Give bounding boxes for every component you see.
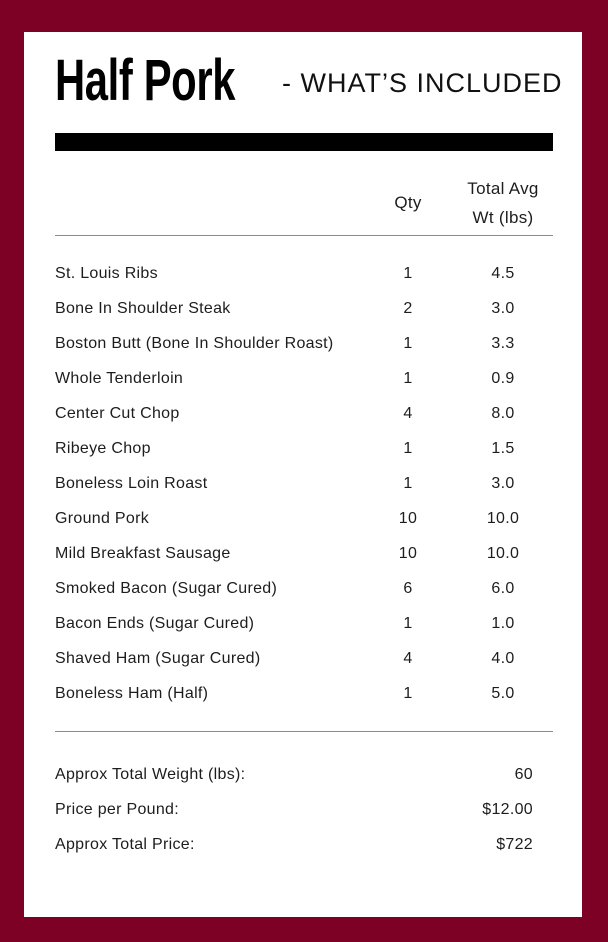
table-header: Qty Total Avg Wt (lbs) [55,170,553,236]
item-name: Bacon Ends (Sugar Cured) [55,614,255,632]
item-qty: 1 [403,474,413,492]
table-row: Boston Butt (Bone In Shoulder Roast) 1 3… [55,326,553,361]
header-weight-line1: Total Avg [467,178,539,198]
divider-bar [55,133,553,151]
header-weight-column: Total Avg Wt (lbs) [453,174,553,232]
item-name: Bone In Shoulder Steak [55,299,231,317]
table-row: Boneless Ham (Half) 1 5.0 [55,676,553,711]
summary-divider [55,731,553,732]
item-qty: 1 [403,684,413,702]
table-row: Bone In Shoulder Steak 2 3.0 [55,291,553,326]
table-row: St. Louis Ribs 1 4.5 [55,256,553,291]
table-row: Center Cut Chop 4 8.0 [55,396,553,431]
item-qty: 6 [403,579,413,597]
summary-value: 60 [514,765,533,783]
item-name: Center Cut Chop [55,404,180,422]
item-weight: 3.0 [491,299,515,317]
summary-value: $722 [496,835,533,853]
item-qty: 1 [403,439,413,457]
table-row: Bacon Ends (Sugar Cured) 1 1.0 [55,606,553,641]
item-weight: 8.0 [491,404,515,422]
table-row: Ground Pork 10 10.0 [55,501,553,536]
summary-value: $12.00 [482,800,533,818]
table-row: Mild Breakfast Sausage 10 10.0 [55,536,553,571]
item-name: Shaved Ham (Sugar Cured) [55,649,261,667]
item-qty: 10 [398,509,418,527]
item-name: Boneless Ham (Half) [55,684,209,702]
header-qty-column: Qty [394,192,422,212]
table-row: Smoked Bacon (Sugar Cured) 6 6.0 [55,571,553,606]
item-weight: 6.0 [491,579,515,597]
item-qty: 4 [403,649,413,667]
item-name: Ribeye Chop [55,439,151,457]
item-qty: 2 [403,299,413,317]
item-qty: 1 [403,369,413,387]
contents-table: Qty Total Avg Wt (lbs) St. Louis Ribs 1 … [55,170,553,862]
page-subtitle: - WHAT’S INCLUDED [282,68,563,98]
summary-row: Price per Pound: $12.00 [55,792,553,827]
summary-section: Approx Total Weight (lbs): 60 Price per … [55,732,553,862]
item-weight: 3.0 [491,474,515,492]
item-qty: 1 [403,264,413,282]
summary-label: Price per Pound: [55,800,179,818]
item-name: Whole Tenderloin [55,369,184,387]
item-weight: 5.0 [491,684,515,702]
summary-label: Approx Total Weight (lbs): [55,765,246,783]
summary-row: Approx Total Weight (lbs): 60 [55,757,553,792]
item-weight: 4.5 [491,264,515,282]
page-title: Half Pork [55,48,236,113]
table-row: Shaved Ham (Sugar Cured) 4 4.0 [55,641,553,676]
table-body: St. Louis Ribs 1 4.5 Bone In Shoulder St… [55,236,553,711]
table-row: Whole Tenderloin 1 0.9 [55,361,553,396]
item-name: St. Louis Ribs [55,264,158,282]
item-weight: 4.0 [491,649,515,667]
item-name: Boston Butt (Bone In Shoulder Roast) [55,334,334,352]
item-name: Boneless Loin Roast [55,474,208,492]
item-weight: 10.0 [486,544,520,562]
item-name: Mild Breakfast Sausage [55,544,231,562]
summary-label: Approx Total Price: [55,835,195,853]
item-name: Smoked Bacon (Sugar Cured) [55,579,278,597]
item-qty: 1 [403,334,413,352]
content-card: Half Pork - WHAT’S INCLUDED Qty Total Av… [24,32,582,917]
table-row: Ribeye Chop 1 1.5 [55,431,553,466]
item-qty: 10 [398,544,418,562]
item-weight: 10.0 [486,509,520,527]
item-qty: 4 [403,404,413,422]
item-weight: 0.9 [491,369,515,387]
item-qty: 1 [403,614,413,632]
summary-row: Approx Total Price: $722 [55,827,553,862]
item-weight: 3.3 [491,334,515,352]
item-weight: 1.0 [491,614,515,632]
item-weight: 1.5 [491,439,515,457]
header-weight-line2: Wt (lbs) [472,207,534,227]
item-name: Ground Pork [55,509,150,527]
table-row: Boneless Loin Roast 1 3.0 [55,466,553,501]
